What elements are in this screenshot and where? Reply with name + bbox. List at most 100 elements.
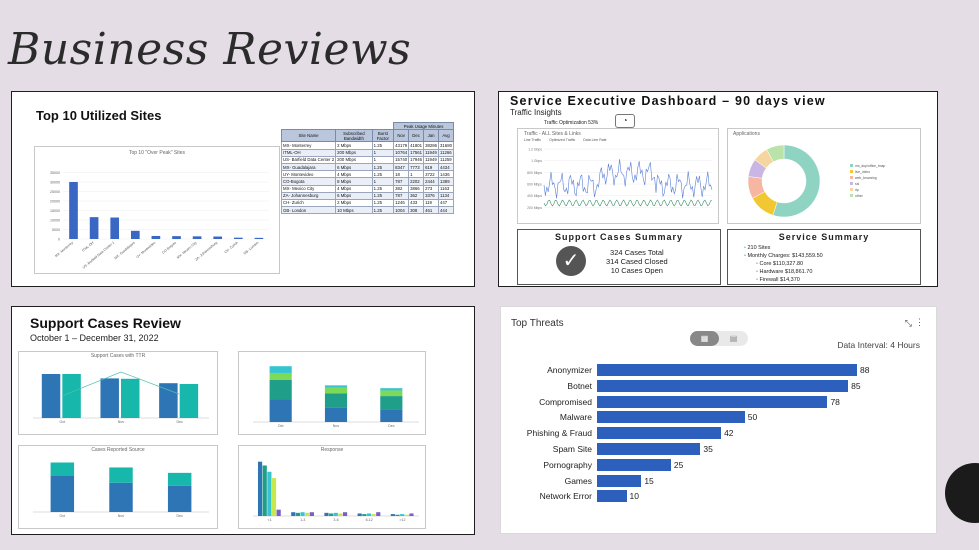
support-cases-title: Support Cases Review — [30, 315, 181, 331]
y-tick-label: 25000 — [50, 190, 60, 194]
bar-segment — [324, 407, 348, 422]
threat-value: 15 — [644, 475, 654, 486]
threat-row[interactable]: Botnet 85 — [501, 379, 861, 392]
table-row: ZA- Johannesburg 6 Mbps 1.25 787 362 3376 1134 — [280, 191, 454, 200]
support-summary-title: Support Cases Summary — [554, 232, 684, 242]
table-cell: 1163 — [438, 184, 454, 193]
table-cell: 1246 — [393, 198, 410, 208]
bar — [366, 513, 372, 516]
threat-bar[interactable] — [597, 490, 627, 503]
threat-bar[interactable] — [597, 395, 828, 408]
threat-bar[interactable] — [597, 379, 849, 392]
line-traffic-series — [543, 159, 713, 199]
service-summary: Service Summary • 210 Sites • Monthly Ch… — [727, 229, 921, 285]
threat-bar[interactable] — [597, 411, 745, 424]
threat-bar[interactable] — [597, 443, 701, 455]
legend-swatch — [850, 194, 853, 197]
table-cell: 1436 — [438, 170, 454, 179]
view-toggle[interactable]: ▦ ▤ — [690, 331, 748, 346]
response-title: Response — [320, 447, 344, 453]
threat-row[interactable]: Games 15 — [501, 474, 654, 487]
table-cell: 1.25 — [371, 206, 395, 215]
threat-row[interactable]: Compromised 78 — [501, 395, 840, 408]
y-tick-label: 600 Mbps — [527, 183, 542, 187]
y-tick-label: 800 Mbps — [527, 171, 542, 175]
bar — [262, 465, 267, 516]
service-sites: • 210 Sites — [744, 245, 771, 251]
bar-segment — [109, 467, 133, 483]
data-interval: Data Interval: 4 Hours — [837, 340, 920, 350]
x-tick-label: 6-12 — [366, 518, 373, 522]
table-cell: 3722 — [423, 170, 440, 179]
x-tick-label: CH- Zurich — [224, 241, 239, 255]
table-cell: 18 — [393, 170, 410, 179]
threat-row[interactable]: Phishing & Fraud 42 — [501, 427, 734, 440]
table-cell: 1 — [408, 170, 425, 179]
table-cell: 7773 — [408, 162, 425, 172]
applications-chart-title: Applications — [733, 131, 760, 137]
table-header: Dec — [408, 129, 425, 143]
bar-segment — [380, 396, 403, 410]
bar — [400, 514, 405, 516]
table-cell: 4434 — [438, 162, 454, 172]
threat-row[interactable]: Anonymizer 88 — [501, 364, 869, 376]
table-cell: 787 — [393, 177, 410, 186]
threat-label: Anonymizer — [547, 365, 592, 375]
threat-row[interactable]: Spam Site 35 — [501, 443, 713, 455]
table-header: Avg — [438, 129, 454, 143]
table-cell: 619 — [423, 162, 440, 172]
cases-total: 324 Cases Total — [610, 248, 664, 257]
y-tick-label: 400 Mbps — [527, 194, 542, 198]
table-cell: 273 — [423, 184, 440, 193]
bar — [371, 514, 376, 516]
traffic-legend-item: Optimized Traffic — [549, 138, 576, 142]
exec-dashboard-title: Service Executive Dashboard – 90 days vi… — [510, 94, 826, 108]
table-cell: 15740 — [393, 155, 410, 164]
support-cases-panel: Support Cases Review October 1 – Decembe… — [11, 306, 475, 535]
table-cell: 1 — [371, 148, 395, 157]
table-cell: 4 Mbps — [335, 184, 373, 193]
bar — [291, 512, 296, 516]
table-cell: 1 — [371, 155, 395, 164]
y-tick-label: 5000 — [52, 228, 60, 232]
threat-bar[interactable] — [597, 364, 857, 376]
table-header: Subscribed Bandwidth — [335, 129, 373, 143]
threat-row[interactable]: Network Error 10 — [501, 490, 639, 503]
legend-label: other — [855, 194, 864, 198]
y-tick-label: 10000 — [50, 219, 60, 223]
table-cell: CO-Bogota — [280, 177, 337, 186]
table-cell: 11266 — [438, 148, 454, 157]
threat-bar[interactable] — [597, 474, 642, 487]
table-cell: 17561 — [408, 148, 425, 157]
table-view-icon[interactable]: ▤ — [729, 334, 738, 343]
bar — [69, 182, 78, 239]
bar-segment — [167, 485, 192, 512]
ttr-line — [61, 371, 180, 397]
y-tick-label: 0 — [58, 238, 60, 242]
utilized-sites-panel: Top 10 Utilized Sites Top 10 "Over Peak"… — [11, 91, 475, 287]
table-cell: 382 — [393, 184, 410, 193]
x-tick-label: Nov — [118, 420, 125, 424]
bar — [390, 514, 395, 516]
more-options-icon[interactable]: ⋮ — [915, 317, 924, 327]
threat-row[interactable]: Pornography 25 — [501, 458, 683, 471]
expand-icon[interactable]: ⤡ — [904, 318, 912, 328]
threat-bar[interactable] — [597, 427, 722, 440]
donut-slice — [772, 144, 821, 218]
traffic-legend-item: Line Traffic — [524, 138, 542, 142]
support-cases-summary: Support Cases Summary ✓ 324 Cases Total … — [517, 229, 721, 285]
table-header: Site Name — [280, 129, 337, 143]
table-row: ITML-OH 200 Mbps 1 10764 17561 11949 11266 — [280, 148, 454, 157]
threat-bar[interactable] — [597, 458, 671, 471]
threat-value: 88 — [860, 365, 870, 375]
threat-row[interactable]: Malware 50 — [501, 411, 757, 424]
table-cell: 1389 — [438, 177, 454, 186]
service-hardware: ◦ Hardware $18,861.70 — [756, 269, 813, 275]
bar-segment — [109, 482, 133, 512]
table-row: MX- Monterrey 2 Mbps 1.25 43179 41801 38286 31… — [280, 141, 454, 150]
table-row: GB- London 10 Mbps 1.25 1004 308 461 444 — [280, 206, 454, 215]
threat-value: 78 — [830, 396, 840, 407]
priority-bars: Oct Nov Dec — [253, 366, 419, 428]
chart-view-icon[interactable]: ▦ — [690, 331, 719, 346]
cases-ttr-bars: Oct Nov Dec — [33, 371, 209, 424]
